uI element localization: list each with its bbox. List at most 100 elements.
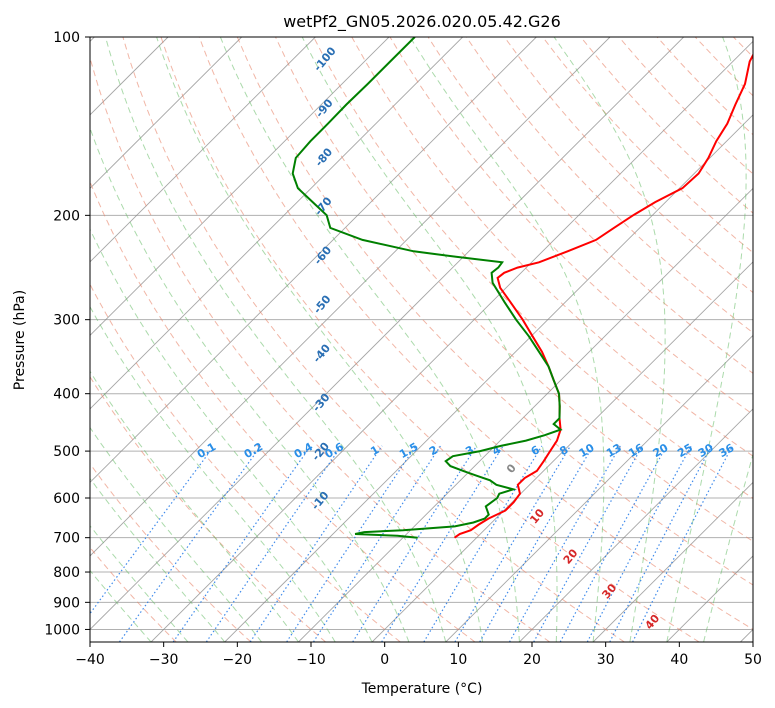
y-tick-label: 300	[53, 313, 80, 329]
moist-adiabat-line	[90, 569, 152, 642]
mixing-ratio-line	[609, 445, 713, 642]
moist-adiabat-line	[90, 305, 336, 642]
moist-adiabat-line	[553, 37, 666, 642]
mixing-ratio-line	[423, 445, 543, 642]
x-tick-label: −20	[223, 652, 253, 668]
mixing-ratio-label: 16	[626, 441, 646, 460]
isotherm-line	[371, 261, 753, 642]
dry-adiabat-label: -70	[312, 194, 335, 218]
x-tick-label: 50	[744, 652, 762, 668]
isotherm-line	[224, 114, 753, 642]
mixing-ratio-label: 30	[696, 441, 716, 460]
isotherm-line	[90, 37, 464, 410]
skewed-isotherms	[90, 37, 753, 642]
y-tick-label: 200	[53, 208, 80, 224]
moist-adiabat-line	[90, 370, 299, 642]
isotherm-line	[592, 481, 753, 642]
dry-adiabat-line	[275, 37, 753, 542]
mixing-ratio-line	[586, 445, 692, 642]
y-tick-label: 500	[53, 444, 80, 460]
x-axis-ticks: −40 −30 −20 −10 0 10 20 30 40 50	[75, 642, 762, 668]
mixing-ratio-label: 20	[651, 441, 671, 460]
mixing-ratio-line	[286, 445, 417, 642]
dry-adiabat-line	[90, 55, 550, 642]
mixing-ratio-line	[90, 445, 215, 615]
mixing-ratio-label: 13	[604, 441, 624, 460]
mixing-ratio-lines	[90, 445, 733, 642]
mixing-ratio-line	[172, 445, 312, 642]
isotherm-line	[150, 40, 753, 642]
mixing-ratio-label: 1.5	[397, 440, 420, 461]
dewpoint-line	[291, 37, 563, 539]
x-tick-label: 10	[449, 652, 467, 668]
moist-adiabat-line	[90, 228, 373, 642]
mixing-ratio-line	[381, 445, 504, 642]
moist-adiabat-line	[666, 37, 747, 642]
moist-adiabat-line	[90, 524, 189, 642]
x-tick-label: 20	[523, 652, 541, 668]
isotherm-line	[90, 37, 390, 337]
isotherm-line	[519, 408, 753, 642]
dry-adiabat-label: -10	[309, 489, 332, 513]
dry-adiabat-line	[160, 37, 700, 642]
dry-adiabat-line	[694, 37, 753, 97]
moist-adiabat-line	[409, 37, 605, 642]
dry-adiabat-line	[90, 375, 326, 642]
mixing-ratio-line	[533, 445, 643, 642]
isotherm-line	[90, 37, 537, 484]
mixing-ratio-line	[632, 445, 733, 642]
dry-adiabat-line	[90, 283, 401, 642]
dry-adiabat-line	[351, 37, 753, 457]
reference-line-labels: 0.1 0.2 0.4 0.6 1 1.5 2 3 4 6 8 10 13 16 20 25 30 36-100-…	[195, 44, 737, 632]
y-tick-label: 800	[53, 565, 80, 581]
x-tick-label: −30	[149, 652, 179, 668]
x-tick-label: −40	[75, 652, 105, 668]
isotherm-line	[666, 555, 753, 642]
dry-adiabat-label: -80	[313, 145, 336, 169]
y-tick-label: 1000	[44, 622, 80, 638]
dry-adiabats	[90, 37, 775, 642]
dry-adiabat-line	[772, 37, 775, 642]
dry-adiabat-line	[618, 37, 753, 175]
x-tick-label: 40	[670, 652, 688, 668]
dry-adiabat-label: -50	[311, 292, 334, 316]
moist-adiabat-line	[90, 126, 410, 642]
moist-adiabat-line	[90, 426, 262, 642]
y-tick-label: 600	[53, 491, 80, 507]
moist-adiabats	[90, 37, 753, 642]
isotherm-line	[90, 37, 316, 263]
dry-adiabat-line	[389, 37, 753, 416]
dry-adiabat-label: -40	[310, 341, 333, 365]
y-tick-label: 700	[53, 531, 80, 547]
isotherm-line	[445, 334, 753, 642]
mixing-ratio-line	[352, 445, 478, 642]
dry-adiabat-line	[122, 37, 625, 642]
mixing-ratio-label: 10	[577, 441, 597, 460]
dry-adiabat-line	[90, 462, 252, 642]
moist-adiabat-label: 10	[527, 506, 547, 526]
y-axis-title: Pressure (hPa)	[12, 290, 28, 390]
moist-adiabat-line	[703, 452, 753, 642]
dry-adiabat-line	[313, 37, 753, 500]
isotherm-line	[90, 37, 611, 557]
x-tick-label: 30	[597, 652, 615, 668]
moist-adiabat-line	[90, 477, 226, 642]
sounding-series	[291, 37, 753, 539]
dry-adiabat-line	[503, 37, 753, 294]
mixing-ratio-line	[312, 445, 442, 642]
dry-adiabat-line	[465, 37, 753, 334]
y-tick-label: 100	[53, 30, 80, 46]
dry-adiabat-line	[198, 37, 753, 630]
mixing-ratio-line	[249, 445, 383, 642]
mixing-ratio-line	[119, 445, 262, 642]
moist-adiabat-label: 0	[504, 461, 519, 475]
moist-adiabat-line	[219, 37, 520, 642]
plot-frame	[89, 36, 754, 643]
dry-adiabat-line	[236, 37, 753, 586]
dry-adiabat-label: -100	[311, 44, 339, 74]
y-tick-label: 900	[53, 595, 80, 611]
mixing-ratio-label: 25	[675, 441, 695, 460]
mixing-ratio-label: 0.1	[195, 440, 218, 461]
dry-adiabat-line	[90, 180, 476, 642]
